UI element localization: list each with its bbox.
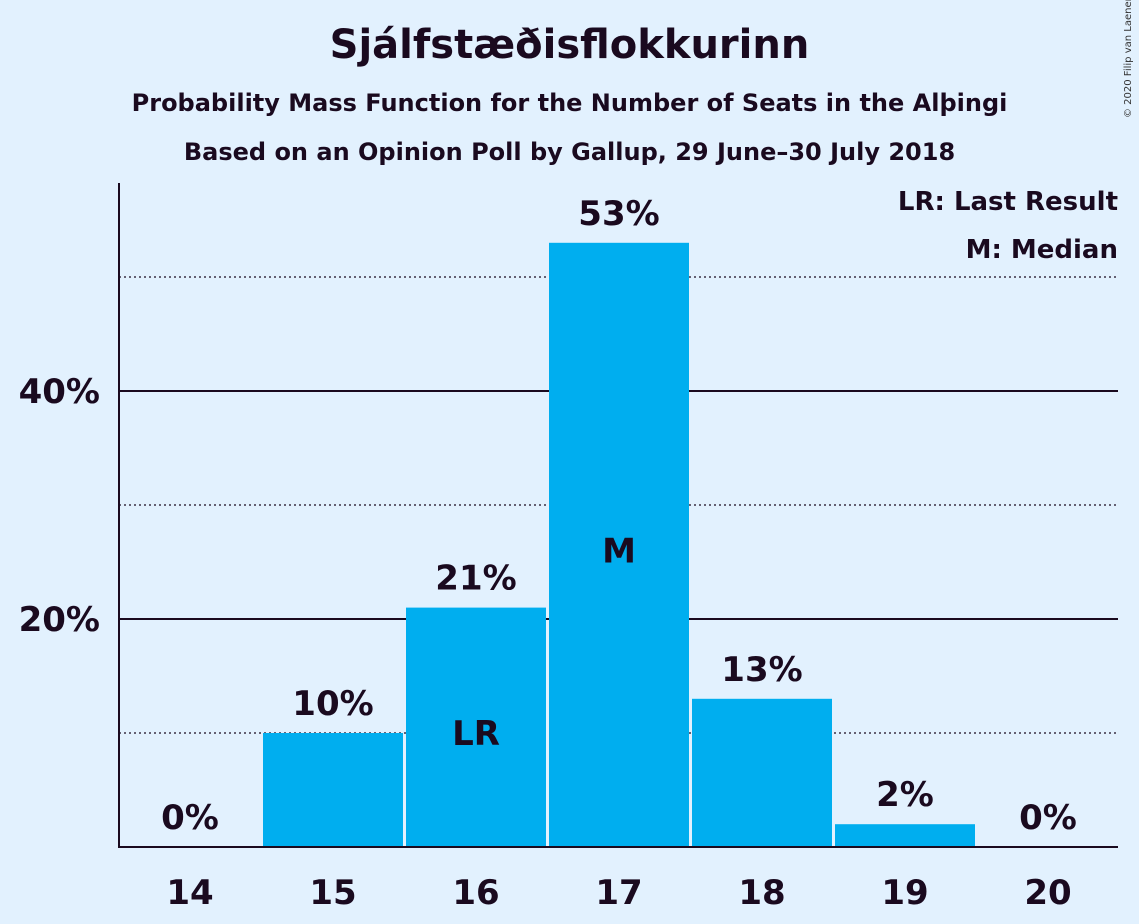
y-tick-label: 20% — [19, 600, 100, 640]
x-tick-label: 15 — [309, 873, 356, 913]
x-tick-label: 14 — [166, 873, 213, 913]
bar-value-label: 13% — [721, 650, 802, 690]
bar — [692, 698, 832, 847]
chart-subtitle: Probability Mass Function for the Number… — [131, 89, 1008, 117]
x-tick-label: 20 — [1024, 873, 1071, 913]
legend-entry: M: Median — [966, 235, 1118, 265]
x-tick-label: 18 — [738, 873, 785, 913]
bar-marker-label: M — [602, 532, 636, 572]
bar — [549, 242, 689, 848]
bar-value-label: 53% — [578, 194, 659, 234]
bar-value-label: 10% — [292, 684, 373, 724]
chart-title: Sjálfstæðisflokkurinn — [329, 22, 810, 68]
legend-entry: LR: Last Result — [898, 187, 1118, 217]
bar-value-label: 21% — [435, 559, 516, 599]
bar-value-label: 0% — [1019, 798, 1077, 838]
x-tick-label: 17 — [595, 873, 642, 913]
bar-marker-label: LR — [452, 714, 500, 754]
bar-value-label: 0% — [161, 798, 219, 838]
chart-subtitle-poll: Based on an Opinion Poll by Gallup, 29 J… — [183, 138, 956, 166]
bar-value-label: 2% — [876, 775, 934, 815]
x-tick-label: 19 — [881, 873, 928, 913]
x-tick-label: 16 — [452, 873, 499, 913]
bar — [835, 824, 975, 847]
bar — [406, 607, 546, 847]
bar — [263, 733, 403, 847]
y-tick-label: 40% — [19, 372, 100, 412]
